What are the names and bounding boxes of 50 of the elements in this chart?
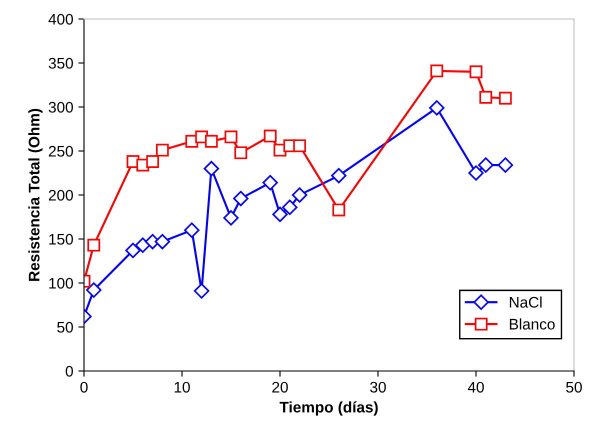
- point: [498, 157, 514, 173]
- x-tick-label: 40: [468, 382, 484, 393]
- point: [262, 174, 278, 190]
- x-tick-label: 0: [80, 382, 88, 393]
- point: [87, 238, 100, 252]
- point: [429, 100, 445, 116]
- y-tick-label: 350: [48, 58, 73, 69]
- y-tick-label: 50: [57, 322, 73, 333]
- point: [135, 237, 151, 253]
- y-tick-label: 0: [66, 366, 73, 377]
- point: [234, 146, 248, 160]
- point: [125, 242, 141, 258]
- point: [184, 222, 200, 238]
- point: [86, 282, 102, 298]
- point: [233, 190, 249, 206]
- point: [293, 139, 306, 152]
- point: [194, 283, 210, 299]
- y-tick-label: 300: [48, 102, 73, 113]
- point: [331, 168, 347, 184]
- y-tick-label: 400: [48, 14, 73, 25]
- y-axis-title: Resistencia Total (Ohm): [28, 108, 43, 281]
- x-tick-label: 50: [566, 382, 582, 393]
- point: [479, 90, 492, 104]
- point: [332, 204, 346, 216]
- point: [499, 92, 512, 105]
- x-axis-title: Tiempo (días): [280, 401, 378, 416]
- point: [292, 187, 308, 203]
- point: [430, 64, 444, 78]
- y-tick-label: 150: [49, 234, 73, 245]
- point: [224, 130, 238, 144]
- point: [204, 160, 220, 176]
- point: [264, 130, 277, 142]
- point: [478, 157, 494, 173]
- point: [154, 234, 170, 250]
- point: [272, 206, 288, 222]
- y-tick-label: 100: [49, 278, 73, 289]
- point: [146, 155, 159, 168]
- point: [470, 65, 482, 78]
- y-tick-label: 200: [48, 190, 73, 201]
- legend-label: Blanco: [510, 318, 555, 330]
- point: [156, 144, 169, 157]
- point: [468, 165, 484, 181]
- point: [282, 200, 298, 216]
- point: [205, 134, 218, 148]
- x-tick-label: 30: [370, 382, 386, 393]
- x-tick-label: 20: [272, 382, 288, 393]
- x-tick-label: 10: [174, 382, 190, 393]
- y-tick-label: 250: [48, 146, 73, 157]
- point: [223, 210, 239, 226]
- legend-label: NaCl: [510, 296, 542, 308]
